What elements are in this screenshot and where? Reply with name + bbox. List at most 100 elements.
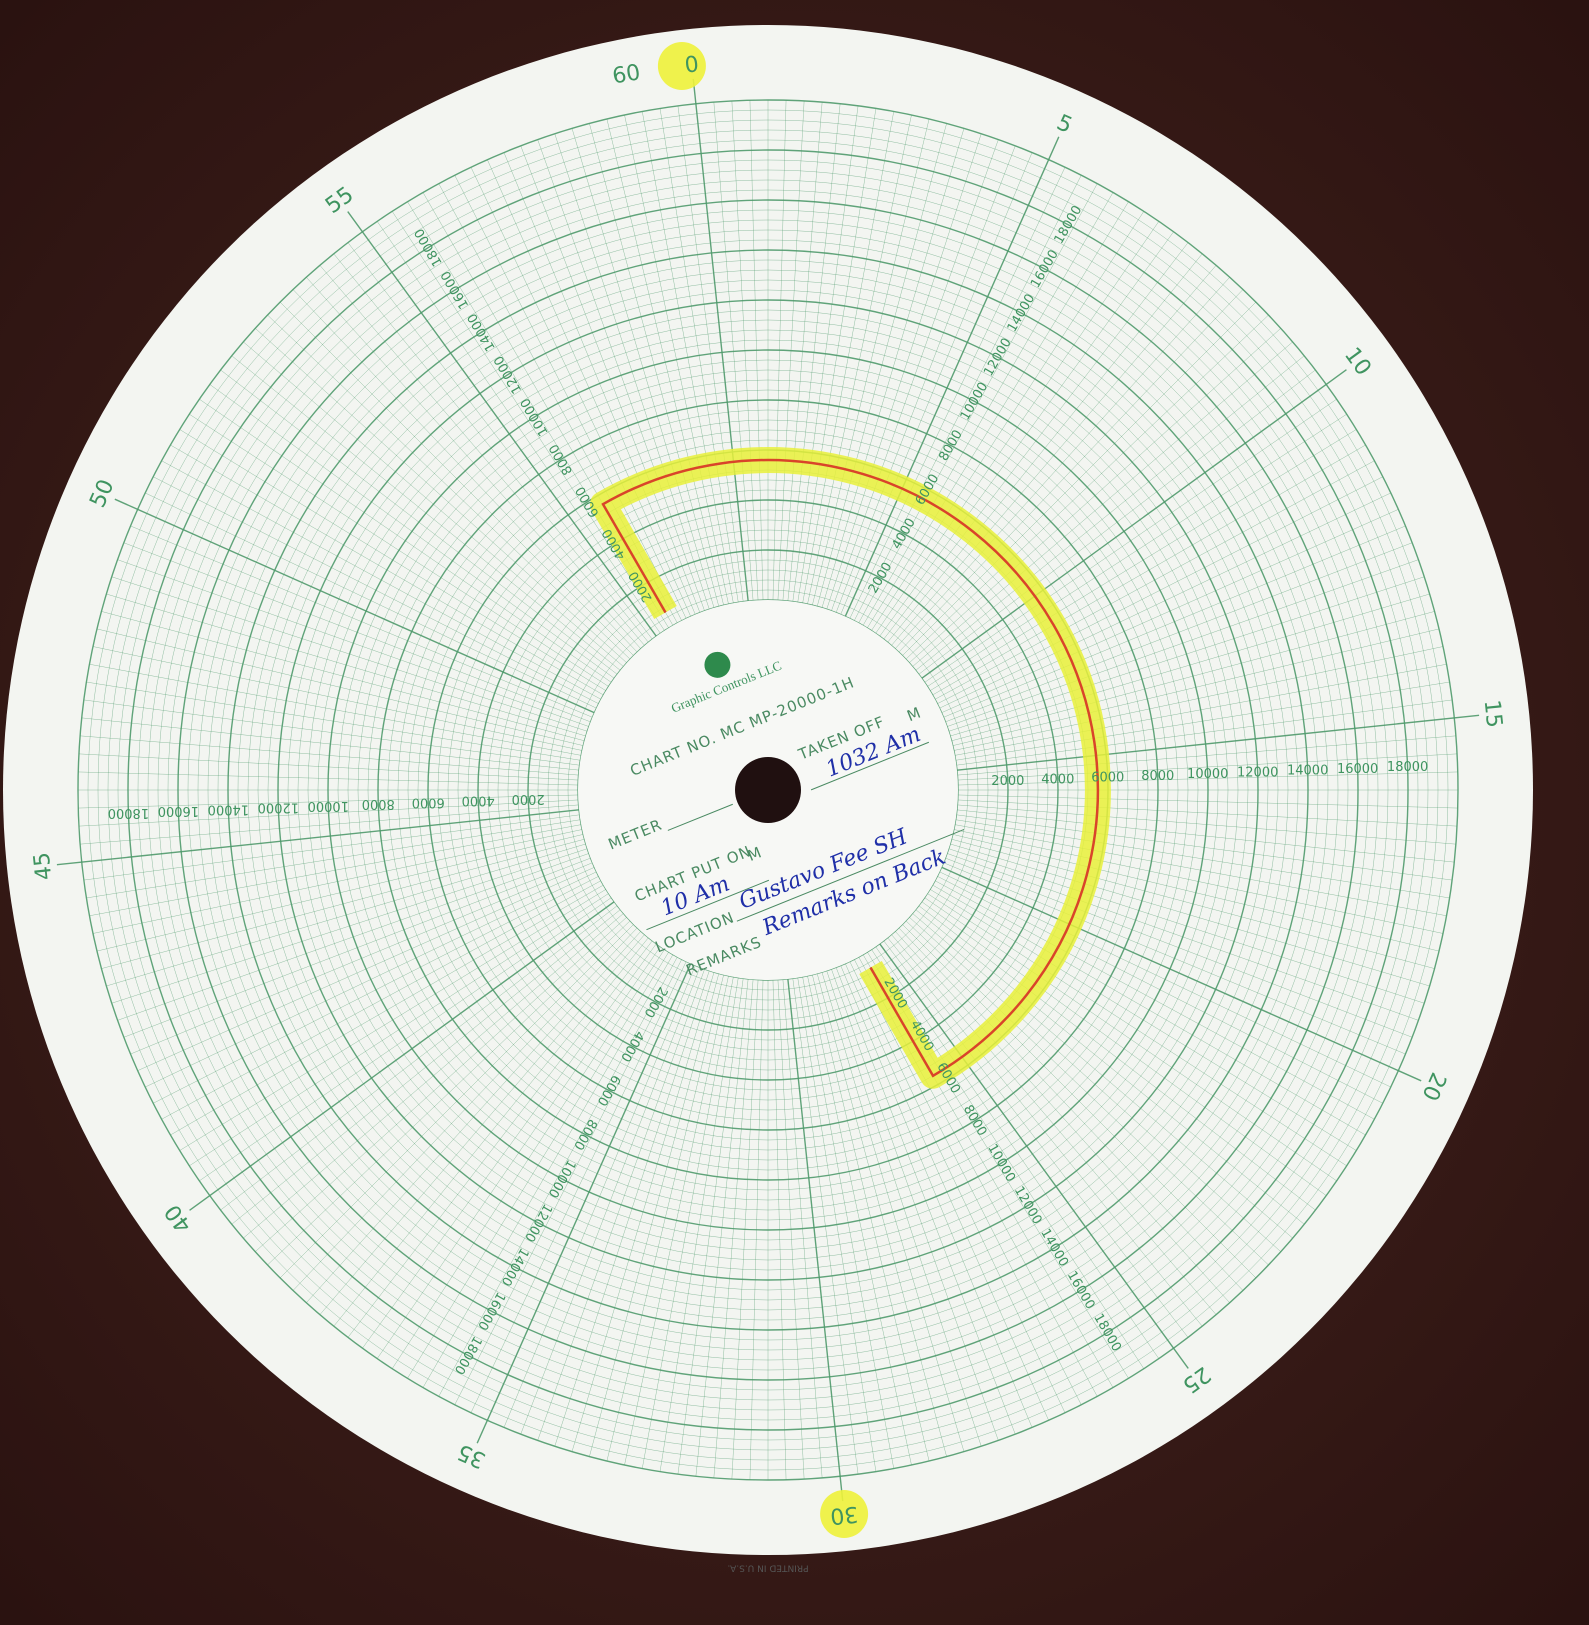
radial-line [826,970,982,1447]
scale-label: 2000 [991,774,1024,789]
radial-line [835,145,1016,613]
radial-line [835,967,1016,1435]
radial-line [267,920,631,1266]
radial-line [179,429,607,691]
radial-line [130,525,593,718]
radial-line [93,646,583,751]
radial-line [123,857,591,1038]
radial-line [898,927,1244,1291]
scale-label: 12000 [258,800,299,815]
radial-line [554,970,710,1447]
scale-label: 14000 [1287,764,1328,779]
radial-line [347,211,657,637]
radial-line [854,175,1082,621]
radial-line [83,699,580,766]
radial-line [883,940,1189,1338]
radial-line [957,735,1456,776]
radial-line [470,961,687,1413]
radial-line [941,509,1399,713]
radial-line [854,959,1082,1405]
radial-line [80,735,579,776]
taken-off-line [810,741,930,791]
radial-line [956,699,1453,766]
radial-line [347,242,653,640]
radial-line [319,934,645,1315]
radial-line [520,967,701,1435]
radial-line [624,975,729,1465]
radial-line [955,681,1450,761]
radial-line [422,954,674,1388]
taken-off-unit: M [904,703,924,725]
radial-line [86,681,581,761]
radial-line [948,848,1425,1004]
radial-line [912,913,1293,1239]
minute-label: 30 [829,1501,859,1529]
radial-line [362,943,657,1349]
radial-line [503,152,696,615]
scale-label: 16000 [158,803,199,818]
radial-line [376,221,661,634]
highlighted-trace [590,447,1111,1089]
radial-line [905,920,1269,1266]
radial-line [130,862,593,1055]
radial-line [891,934,1217,1315]
radial-line [231,909,621,1225]
radial-line [951,838,1435,969]
scale-label: 16000 [1337,762,1378,777]
radial-line [840,152,1033,615]
radial-line [333,937,649,1327]
scale-label: 8000 [1141,769,1174,784]
radial-line [695,978,749,1477]
radial-line [905,314,1269,660]
radial-line [101,838,585,969]
radial-line [912,341,1293,667]
scale-label: 6000 [412,794,445,809]
radial-line [589,123,720,607]
radial-line [871,949,1145,1369]
radial-line [934,460,1375,700]
radial-line [306,931,642,1303]
scale-label: 18000 [108,805,149,820]
radial-line [537,139,705,611]
radial-line [957,753,1458,781]
radial-line [189,413,609,687]
radial-line [812,974,930,1461]
radial-line [78,794,579,809]
radial-line [137,867,595,1071]
meter-line [667,803,733,831]
radial-line [78,799,579,827]
minute-label: 60 [611,60,643,89]
radial-line [677,978,744,1475]
radial-line [887,937,1203,1327]
radial-line [915,909,1305,1225]
radial-line [915,355,1305,671]
radial-line [934,880,1375,1120]
radial-line [898,289,1244,653]
scale-label: 4000 [462,793,495,808]
radial-line [243,341,624,667]
radial-line [871,211,1145,631]
radial-line [731,100,759,601]
radial-line [589,973,720,1457]
radial-line [777,979,805,1480]
radial-line [945,542,1413,723]
radial-line [947,853,1419,1021]
radial-line [955,819,1450,899]
radial-line [844,136,1060,617]
radial-line [929,429,1357,691]
radial-line [306,277,642,649]
radial-line [787,978,844,1502]
radial-line [220,905,618,1211]
logo-mark [704,651,731,678]
label-highlight [820,1490,869,1539]
radial-line [879,231,1174,637]
radial-line [952,628,1439,746]
radial-line [956,809,1455,863]
radial-line [932,884,1366,1136]
radial-line [170,444,604,696]
radial-line [454,959,682,1405]
radial-line [80,804,579,845]
radial-line [677,105,744,602]
radial-line [772,979,787,1480]
radial-line [111,576,588,732]
